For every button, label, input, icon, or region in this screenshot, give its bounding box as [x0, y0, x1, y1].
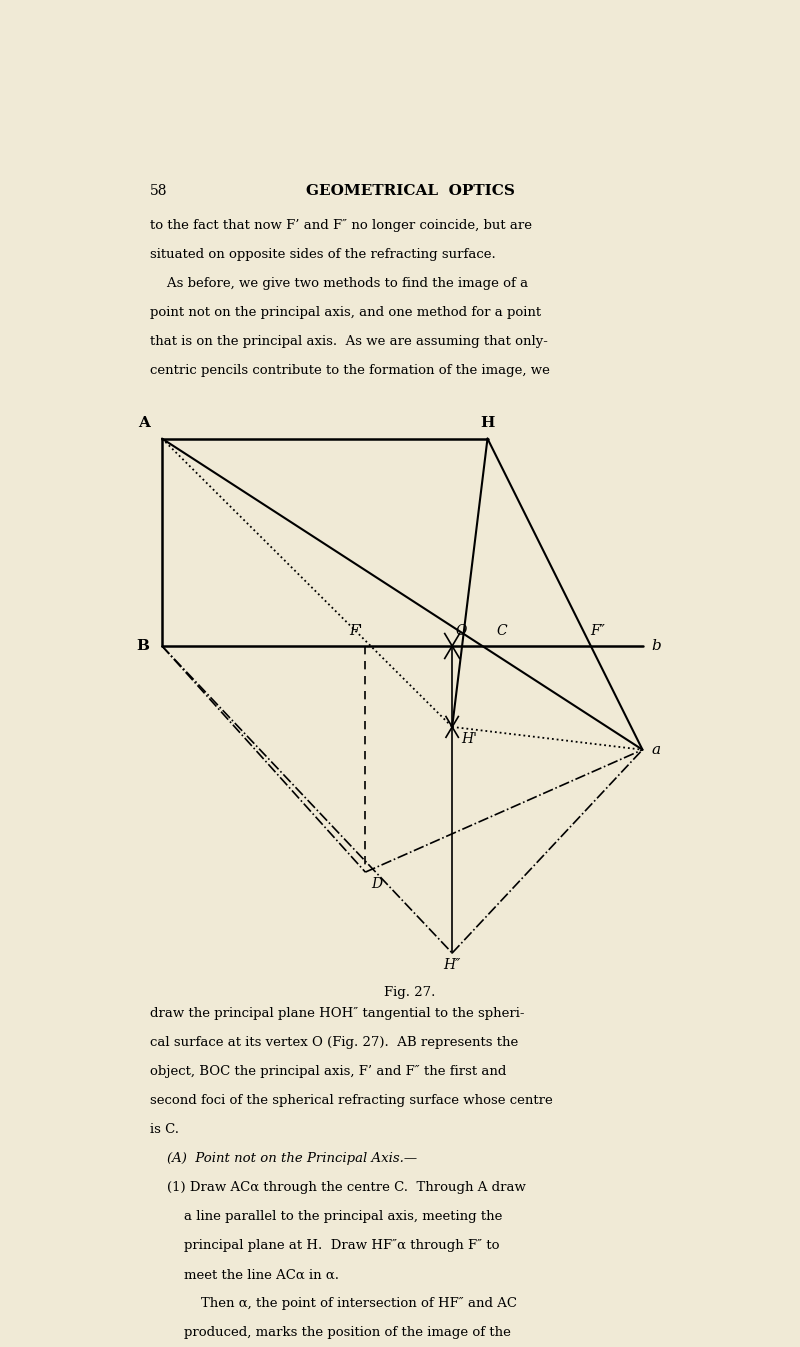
Text: F″: F″ — [590, 624, 605, 637]
Text: second foci of the spherical refracting surface whose centre: second foci of the spherical refracting … — [150, 1094, 552, 1107]
Text: that is on the principal axis.  As we are assuming that only-: that is on the principal axis. As we are… — [150, 335, 547, 348]
Text: H″: H″ — [443, 958, 461, 973]
Text: O: O — [455, 624, 466, 637]
Text: a line parallel to the principal axis, meeting the: a line parallel to the principal axis, m… — [150, 1210, 502, 1223]
Text: object, BOC the principal axis, F’ and F″ the first and: object, BOC the principal axis, F’ and F… — [150, 1065, 506, 1078]
Text: a: a — [652, 742, 661, 757]
Text: meet the line ACα in α.: meet the line ACα in α. — [150, 1269, 338, 1281]
Text: A: A — [138, 416, 150, 430]
Text: b: b — [652, 638, 662, 653]
Text: Fig. 27.: Fig. 27. — [384, 986, 436, 999]
Text: 58: 58 — [150, 185, 167, 198]
Text: (1) Draw ACα through the centre C.  Through A draw: (1) Draw ACα through the centre C. Throu… — [150, 1181, 526, 1195]
Text: D: D — [371, 877, 382, 892]
Text: C: C — [497, 624, 507, 637]
Text: principal plane at H.  Draw HF″α through F″ to: principal plane at H. Draw HF″α through … — [150, 1239, 499, 1253]
Text: GEOMETRICAL  OPTICS: GEOMETRICAL OPTICS — [306, 185, 514, 198]
Text: Then α, the point of intersection of HF″ and AC: Then α, the point of intersection of HF″… — [150, 1297, 517, 1311]
Text: B: B — [137, 638, 150, 653]
Text: H': H' — [462, 733, 478, 746]
Text: centric pencils contribute to the formation of the image, we: centric pencils contribute to the format… — [150, 364, 550, 377]
Text: point not on the principal axis, and one method for a point: point not on the principal axis, and one… — [150, 306, 541, 319]
Text: As before, we give two methods to find the image of a: As before, we give two methods to find t… — [150, 276, 528, 290]
Text: is C.: is C. — [150, 1123, 178, 1136]
Text: H: H — [480, 416, 494, 430]
Text: (A)  Point not on the Principal Axis.—: (A) Point not on the Principal Axis.— — [150, 1152, 417, 1165]
Text: to the fact that now F’ and F″ no longer coincide, but are: to the fact that now F’ and F″ no longer… — [150, 218, 532, 232]
Text: F': F' — [349, 624, 362, 637]
Text: situated on opposite sides of the refracting surface.: situated on opposite sides of the refrac… — [150, 248, 495, 261]
Text: cal surface at its vertex O (Fig. 27).  AB represents the: cal surface at its vertex O (Fig. 27). A… — [150, 1036, 518, 1049]
Text: produced, marks the position of the image of the: produced, marks the position of the imag… — [150, 1327, 510, 1339]
Text: draw the principal plane HOH″ tangential to the spheri-: draw the principal plane HOH″ tangential… — [150, 1008, 524, 1020]
